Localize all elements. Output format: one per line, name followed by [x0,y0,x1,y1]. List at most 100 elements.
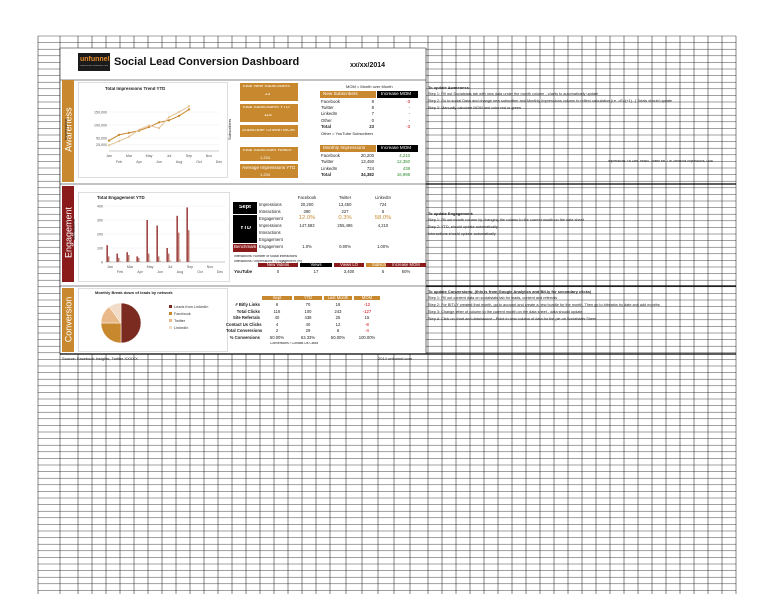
conversion-instruction-step: Step 1: Fill out content data on socials… [428,296,558,300]
engagement-instructions-title: To update Engagement: [428,212,474,216]
conversion-row-name: Site Referrals [233,315,260,321]
imp-row-name: Facebook [321,153,340,158]
kpi-total-reach-value: 1,234 [260,156,271,160]
conversion-label: Conversion [64,296,74,343]
youtube-row-value: 17 [313,269,319,274]
engagement-row-value: 390 [303,209,311,214]
conversion-instruction-step: Step 3: Change letter of column to the c… [428,310,583,314]
engagement-bar [159,260,161,262]
pie-chart-title: Monthly Break down of leads by network [95,291,173,295]
sept-label-cell: Sept [233,202,257,214]
engagement-row-metric: Interactions [259,209,281,214]
bar-xtick-label: Oct [197,270,203,274]
kpi-subscribers-ytd: Total Subscribers YTD 115 [240,104,298,122]
line-point [177,110,181,114]
conversion-row-value: 50.00% [330,335,346,340]
engagement-row-metric: Impressions [259,223,282,228]
imp-row-name: LinkedIn [321,165,338,171]
kpi-impressions-ytd-value: 1,234 [260,173,271,177]
engagement-instruction-step: Interactions should update automatically [428,232,496,236]
new-subscribers-header: New Subscribers [320,91,376,98]
line-point [167,119,171,122]
engagement-row-value: 6 [381,209,385,214]
kpi-new-subscribers-value: 23 [265,93,271,97]
engagement-bar [119,260,121,262]
line-point [107,139,111,142]
bar-xtick-label: Apr [137,270,143,274]
conversion-row-value: 100 [304,308,312,314]
engagement-bar [106,245,108,262]
line-point [157,121,161,124]
line-xtick-label: May [146,154,153,158]
youtube-col-header: Views LO [334,262,364,268]
engagement-row-value: 58.0% [374,215,392,221]
line-ytick-label: 25,000 [96,143,107,147]
engagement-bar [129,261,131,262]
awareness-instruction-step: Step 3: Manually calculate MOM and color… [428,106,522,110]
kpi-new-subscribers: Total New Subscribers 23 [240,83,298,101]
youtube-row-value: 5 [381,269,385,274]
conversion-row-value: 100.00% [358,335,376,340]
conversion-col-header: MOM [354,295,380,301]
impressions-trend-chart: Total Impressions Trend YTD 25,000 50,000… [78,82,228,178]
line-xtick-label: Aug [176,160,182,164]
engagement-bar [168,253,170,262]
line-ytick-label: 50,000 [96,137,107,141]
conversion-row-value: 29 [305,328,311,334]
page-title: Social Lead Conversion Dashboard [114,57,300,68]
conversion-col-header: YTD [294,295,322,301]
line-xtick-label: Sep [186,154,192,158]
engagement-bar [178,232,180,262]
line-point [147,125,151,129]
conversion-row-value: 438 [304,315,312,321]
engagement-row-value: 255,496 [337,223,353,228]
leads-pie: Leads from LinkedIn Facebook Twitter Linked… [100,302,208,344]
logo: unfunnel INBOUND MARKETING [78,53,110,71]
engagement-row-value: 724 [379,202,387,207]
engagement-bar [179,259,181,262]
engagement-bar [108,256,110,262]
pie-legend-label: Twitter [174,319,186,323]
youtube-row-value: 0 [276,269,280,274]
bar-xtick-label: Sep [187,265,193,269]
engagement-row-value: 4,210 [377,223,389,228]
engagement-section-tab: Engagement [62,186,74,282]
subs-increase-mom-header: Increase MOM [377,91,418,98]
conversion-row-value: 15 [364,315,370,321]
line-point [187,108,191,111]
conversion-row-name: Contact Us Clicks [226,321,262,327]
bar-xtick-label: Aug [177,270,183,274]
pie-legend-swatch [169,305,172,308]
monthly-impressions-header: Monthly Impressions [320,145,376,152]
line-point [117,140,121,143]
line-ytick-label: 100,000 [94,124,107,128]
conversion-row-value: 18 [335,302,341,307]
imp-row-mom: 12,350 [396,159,410,165]
subs-row-mom: - [408,105,410,111]
line-xtick-label: Mar [126,154,133,158]
line-xtick-label: Dec [216,160,223,164]
engagement-bar [169,259,171,262]
engagement-note-1: Interactions: Number of social interacti… [234,255,298,258]
bar-xtick-label: Nov [207,265,214,269]
conversion-row-name: Total Conversions [226,328,263,334]
subs-row-mom: -3 [406,99,410,104]
conversion-row-name: % Conversions [229,335,260,340]
conversion-row-value: 2 [275,328,279,334]
kpi-impressions-ytd: Average Impressions YTD 1,234 [240,164,298,178]
leads-pie-chart: Monthly Break down of leads by network L… [78,288,228,352]
conversion-row-value: 12 [335,321,341,327]
line-xtick-label: Jan [106,154,112,158]
engagement-bar [128,255,130,262]
engagement-instruction-step: Step 1: Fill out month column by changin… [428,218,584,222]
kpi-subscriber-growth: Subscriber Growth MOM [240,125,298,137]
engagement-row-value: 1.00% [377,244,389,249]
bar-xtick-label: Jan [107,265,113,269]
subs-row-mom: - [408,117,410,123]
engagement-row-value: 20,200 [300,202,314,207]
pie-legend-swatch [169,326,172,329]
bar-xtick-label: Mar [127,265,134,269]
pie-slice [120,302,142,344]
conversion-instructions-title: To update Conversions: (this is from Goo… [428,290,592,294]
